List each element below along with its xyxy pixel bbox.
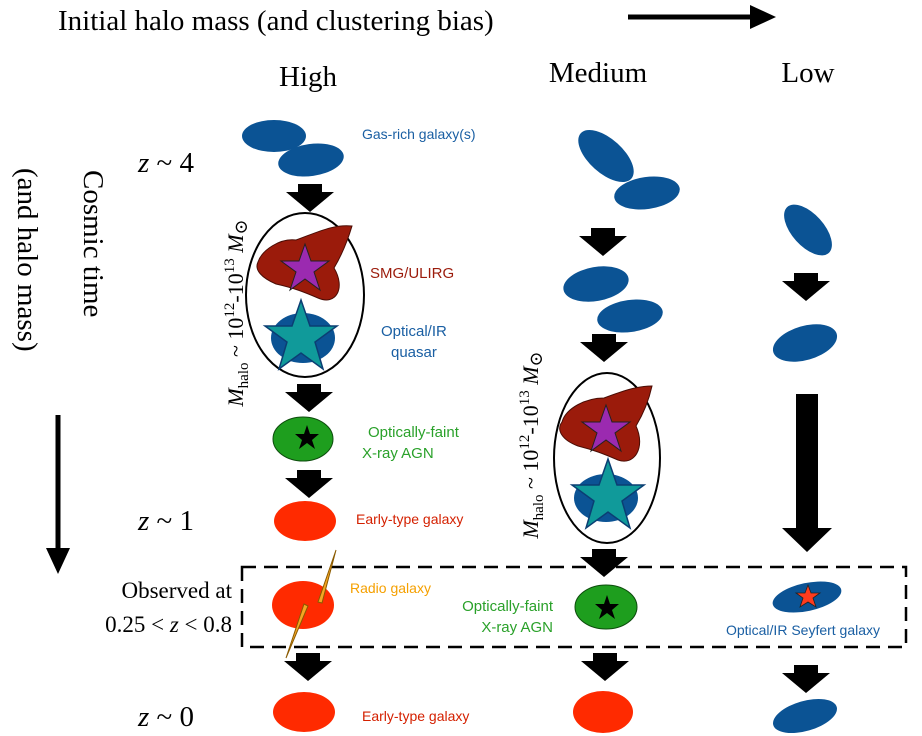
gas-rich-galaxy-low-2 <box>772 324 838 362</box>
label-early-type-z1: Early-type galaxy <box>356 511 463 527</box>
label-faint-med-1: Optically-faint <box>462 598 554 615</box>
gas-rich-galaxy-high-2 <box>278 143 344 177</box>
arrow-med-4 <box>581 653 629 681</box>
observation-window <box>240 565 908 649</box>
column-header-low: Low <box>781 57 834 89</box>
arrow-low-2 <box>782 665 830 693</box>
label-early-type-z0: Early-type galaxy <box>362 708 469 724</box>
gas-rich-galaxy-high-1 <box>242 120 306 152</box>
halo-mass-label-med: Mhalo ~ 1012-1013 M⊙ <box>517 351 547 539</box>
arrow-med-2 <box>580 334 628 362</box>
label-faint-high-1: Optically-faint <box>368 424 460 441</box>
halo-mass-label-high: Mhalo ~ 1012-1013 M⊙ <box>222 219 252 407</box>
arrow-high-3 <box>285 470 333 498</box>
column-header-high: High <box>279 61 338 93</box>
side-axis-line1: Cosmic time <box>77 170 109 317</box>
gas-rich-galaxy-med-2 <box>614 176 680 210</box>
observed-label-line2: 0.25 < z < 0.8 <box>105 612 232 637</box>
cosmic-time-arrow <box>46 415 70 574</box>
radio-galaxy-host <box>272 581 334 629</box>
arrow-med-1 <box>579 228 627 256</box>
merger-phase-med <box>553 372 661 544</box>
seyfert-star <box>794 583 822 608</box>
label-faint-high-2: X-ray AGN <box>362 445 434 462</box>
label-radio: Radio galaxy <box>350 580 431 596</box>
early-type-galaxy-high-z1 <box>274 501 336 541</box>
column-header-medium: Medium <box>549 57 648 89</box>
arrow-med-3 <box>580 549 628 577</box>
label-seyfert: Optical/IR Seyfert galaxy <box>726 622 880 638</box>
label-smg: SMG/ULIRG <box>370 265 454 282</box>
label-faint-med-2: X-ray AGN <box>481 619 553 636</box>
label-quasar-1: Optical/IR <box>381 323 447 340</box>
arrow-low-long <box>782 394 832 552</box>
gas-rich-galaxy-med-4 <box>597 299 663 333</box>
arrow-high-2 <box>285 384 333 412</box>
redshift-z4: z ~ 4 <box>137 147 194 179</box>
early-type-galaxy-med-z0 <box>573 691 633 733</box>
observed-label-line1: Observed at <box>122 578 233 603</box>
radio-jet-upper <box>317 549 337 604</box>
arrow-high-4 <box>284 653 332 681</box>
label-quasar-2: quasar <box>391 344 437 361</box>
redshift-z0: z ~ 0 <box>137 701 194 733</box>
gas-rich-galaxy-low-z0 <box>773 698 837 734</box>
side-axis-line2: (and halo mass) <box>11 168 43 352</box>
radio-jet-lower <box>285 603 309 659</box>
axis-title: Initial halo mass (and clustering bias) <box>58 5 494 37</box>
redshift-z1: z ~ 1 <box>137 505 194 537</box>
merger-phase-high <box>245 212 365 378</box>
mass-axis-arrow <box>628 5 776 29</box>
arrow-low-1 <box>782 273 830 301</box>
gas-rich-galaxy-low-1 <box>784 204 832 256</box>
early-type-galaxy-high-z0 <box>273 692 335 732</box>
arrow-high-1 <box>286 184 334 212</box>
gas-rich-galaxy-med-1 <box>578 129 634 183</box>
gas-rich-galaxy-med-3 <box>563 266 629 302</box>
label-gas-rich: Gas-rich galaxy(s) <box>362 126 476 142</box>
